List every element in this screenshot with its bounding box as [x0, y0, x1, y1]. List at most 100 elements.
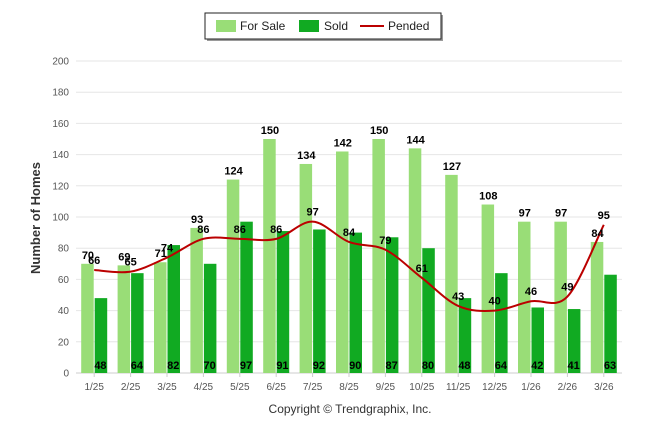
- bar-for-sale-9: [408, 148, 422, 373]
- x-tick-label-3: 4/25: [194, 382, 214, 393]
- bar-sold-6: [313, 229, 326, 373]
- axes: 0 20 40 60 80 100 120 140 160 180 200 1/25 2/25 3/25 4…: [52, 57, 622, 393]
- label-pended-5: 86: [270, 224, 282, 236]
- x-tick-label-9: 10/25: [409, 382, 434, 393]
- label-for-sale-0: 70: [82, 250, 94, 262]
- bar-for-sale-13: [554, 221, 567, 373]
- bar-sold-3: [203, 263, 217, 373]
- y-tick-label-140: 140: [52, 150, 69, 161]
- label-for-sale-6: 134: [297, 150, 316, 162]
- grid-lines: [76, 60, 622, 343]
- legend-swatch-for-sale: [216, 20, 236, 32]
- x-tick-label-8: 9/25: [376, 382, 396, 393]
- bar-for-sale-6: [299, 163, 313, 373]
- pended-line-group: [94, 220, 605, 312]
- label-sold-3: 70: [204, 360, 216, 372]
- bar-sold-7: [349, 232, 362, 373]
- label-pended-14: 95: [598, 210, 610, 222]
- x-tick-label-10: 11/25: [446, 382, 471, 393]
- bar-for-sale-4: [226, 179, 240, 373]
- label-for-sale-11: 108: [479, 191, 497, 203]
- x-tick-label-12: 1/26: [521, 382, 541, 393]
- legend-label-sold[interactable]: Sold: [324, 19, 348, 33]
- bar-sold-5: [276, 231, 290, 373]
- y-tick-label-100: 100: [52, 213, 69, 224]
- bar-for-sale-7: [336, 151, 349, 373]
- label-for-sale-8: 150: [370, 125, 388, 137]
- label-sold-2: 82: [167, 360, 179, 372]
- label-for-sale-10: 127: [443, 161, 461, 173]
- bar-sold-13: [567, 309, 581, 373]
- label-pended-9: 61: [416, 263, 428, 275]
- bars: [81, 139, 617, 373]
- legend-swatch-sold: [299, 20, 319, 32]
- label-pended-0: 66: [88, 255, 100, 267]
- bar-sold-10: [458, 298, 472, 373]
- label-for-sale-2: 71: [155, 248, 167, 260]
- label-for-sale-4: 124: [224, 166, 243, 178]
- label-sold-0: 48: [94, 360, 106, 372]
- data-labels: 70 48 69 64 71 82 93 70 124 97 150 91 134 92 142 90 150 8…: [82, 125, 616, 372]
- y-tick-label-40: 40: [58, 306, 70, 317]
- x-tick-label-2: 3/25: [157, 382, 177, 393]
- copyright-text: Copyright © Trendgraphix, Inc.: [269, 402, 432, 416]
- label-sold-13: 41: [568, 360, 580, 372]
- bar-sold-1: [131, 273, 144, 373]
- bar-sold-14: [604, 274, 617, 373]
- label-pended-1: 65: [124, 257, 136, 269]
- legend[interactable]: For Sale Sold Pended: [204, 12, 443, 41]
- y-tick-label-160: 160: [52, 119, 69, 130]
- label-sold-4: 97: [240, 360, 252, 372]
- legend-label-for-sale[interactable]: For Sale: [240, 19, 286, 33]
- label-sold-14: 63: [604, 360, 616, 372]
- y-tick-label-180: 180: [52, 88, 69, 99]
- x-tick-label-11: 12/25: [482, 382, 507, 393]
- label-for-sale-1: 69: [118, 251, 130, 263]
- bar-sold-0: [94, 298, 108, 373]
- label-pended-13: 49: [561, 282, 573, 294]
- label-pended-2: 74: [161, 243, 174, 255]
- bar-for-sale-1: [117, 265, 131, 373]
- x-tick-label-5: 6/25: [266, 382, 286, 393]
- label-for-sale-3: 93: [191, 214, 203, 226]
- label-sold-1: 64: [131, 360, 144, 372]
- x-tick-label-14: 3/26: [594, 382, 614, 393]
- bar-sold-12: [531, 307, 544, 373]
- bar-sold-11: [495, 273, 508, 373]
- bar-for-sale-14: [590, 241, 604, 373]
- y-tick-label-120: 120: [52, 181, 69, 192]
- label-for-sale-7: 142: [334, 137, 352, 149]
- label-for-sale-14: 84: [591, 228, 604, 240]
- y-tick-label-0: 0: [63, 369, 69, 380]
- label-pended-7: 84: [343, 227, 356, 239]
- label-sold-6: 92: [313, 360, 325, 372]
- pended-line: [94, 220, 605, 312]
- bar-for-sale-0: [81, 263, 94, 373]
- label-sold-10: 48: [458, 360, 470, 372]
- y-axis-label: Number of Homes: [28, 162, 43, 274]
- bar-for-sale-5: [263, 139, 276, 373]
- legend-label-pended[interactable]: Pended: [388, 19, 429, 33]
- label-sold-11: 64: [495, 360, 508, 372]
- label-pended-4: 86: [234, 224, 246, 236]
- y-tick-label-20: 20: [58, 337, 70, 348]
- label-sold-12: 42: [531, 360, 543, 372]
- bar-for-sale-12: [518, 221, 531, 373]
- label-pended-11: 40: [488, 296, 500, 308]
- label-pended-6: 97: [306, 207, 318, 219]
- label-for-sale-13: 97: [555, 208, 567, 220]
- label-sold-5: 91: [276, 360, 288, 372]
- label-pended-12: 46: [525, 286, 537, 298]
- legend-box: [204, 12, 442, 40]
- label-pended-10: 43: [452, 291, 464, 303]
- bar-sold-8: [385, 237, 399, 373]
- bar-sold-2: [167, 245, 180, 373]
- x-tick-label-6: 7/25: [303, 382, 323, 393]
- label-sold-7: 90: [349, 360, 361, 372]
- y-tick-label-60: 60: [58, 275, 70, 286]
- x-tick-label-0: 1/25: [84, 382, 104, 393]
- label-sold-8: 87: [386, 360, 398, 372]
- bar-sold-9: [422, 248, 435, 373]
